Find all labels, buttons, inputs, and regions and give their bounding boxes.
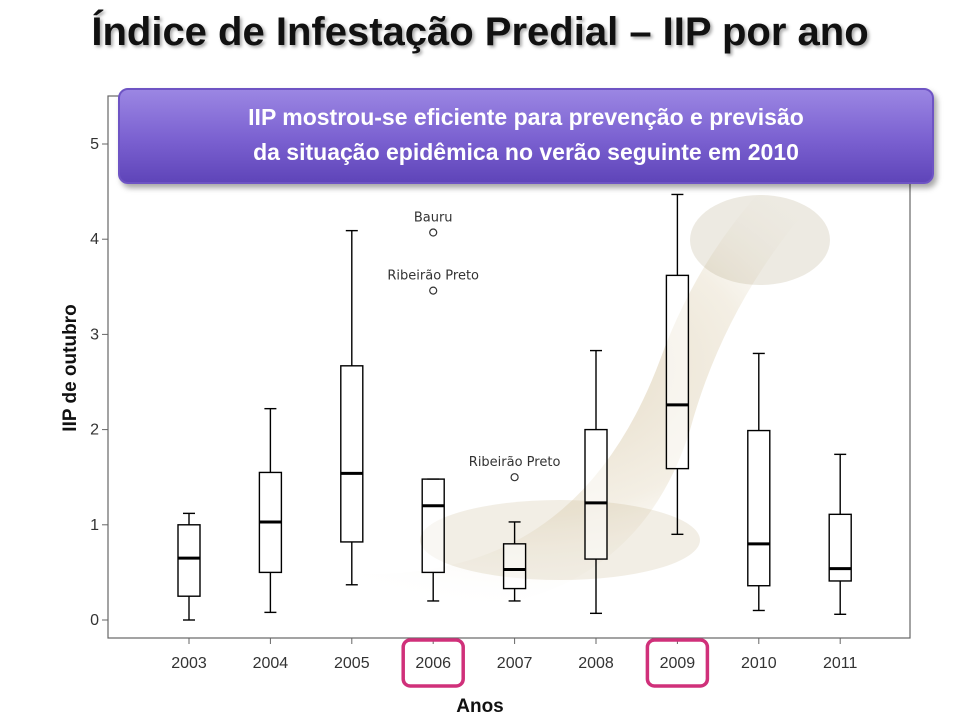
callout-line-2: da situação epidêmica no verão seguinte …: [253, 139, 799, 165]
box-2003: [177, 512, 201, 621]
y-axis-title: IIP de outubro: [60, 304, 81, 431]
x-axis-title: Anos: [456, 696, 504, 717]
iqr-box: [502, 543, 527, 590]
y-tick-label: 0: [90, 612, 99, 629]
outlier-point: [510, 473, 519, 482]
x-tick-label: 2009: [660, 655, 696, 672]
x-tick-label: 2011: [823, 655, 858, 672]
highlight-layer: [401, 638, 710, 688]
x-tick-label: 2006: [415, 655, 451, 672]
x-tick-label: 2010: [741, 655, 777, 672]
boxes-layer: [177, 193, 852, 621]
callout-line-1: IIP mostrou-se eficiente para prevenção …: [248, 104, 804, 130]
x-tick-label: 2007: [497, 655, 533, 672]
iqr-box: [665, 274, 690, 470]
x-tick-label: 2004: [253, 655, 289, 672]
box-2011: [828, 453, 852, 615]
outliers-layer: Bauru Ribeirão Preto Ribeirão Preto: [387, 211, 561, 482]
outlier-label: Ribeirão Preto: [469, 455, 561, 470]
y-tick-label: 1: [90, 517, 99, 534]
box-2008: [584, 349, 608, 615]
box-2006: [421, 478, 445, 602]
highlight-2006: [401, 638, 465, 688]
x-tick-label: 2005: [334, 655, 370, 672]
box-2004: [258, 407, 283, 614]
highlight-2009: [645, 638, 710, 688]
iqr-box: [584, 428, 608, 560]
box-2010: [747, 352, 771, 612]
outlier-point: [429, 286, 438, 295]
box-2009: [665, 193, 690, 536]
iqr-box: [177, 524, 201, 597]
callout-box: IIP mostrou-se eficiente para prevenção …: [118, 88, 934, 184]
y-axis: 0 1 2 3 4 5: [90, 136, 108, 629]
y-tick-label: 3: [90, 326, 99, 343]
y-tick-label: 4: [90, 231, 99, 248]
outlier-label: Ribeirão Preto: [387, 269, 479, 284]
iqr-box: [340, 365, 364, 543]
x-tick-label: 2008: [578, 655, 614, 672]
iqr-box: [421, 478, 445, 574]
x-axis: 2003 2004 2005 2006 2007 2008 2009 2010 2011: [171, 638, 858, 672]
iqr-box: [747, 429, 771, 587]
y-tick-label: 2: [90, 422, 99, 439]
outlier-label: Bauru: [414, 211, 453, 226]
y-tick-label: 5: [90, 136, 99, 153]
box-2007: [502, 521, 527, 602]
page-title: Índice de Infestação Predial – IIP por a…: [91, 10, 869, 54]
outlier-point: [429, 228, 438, 237]
box-2005: [340, 229, 364, 586]
x-tick-label: 2003: [171, 655, 207, 672]
iqr-box: [828, 513, 852, 582]
